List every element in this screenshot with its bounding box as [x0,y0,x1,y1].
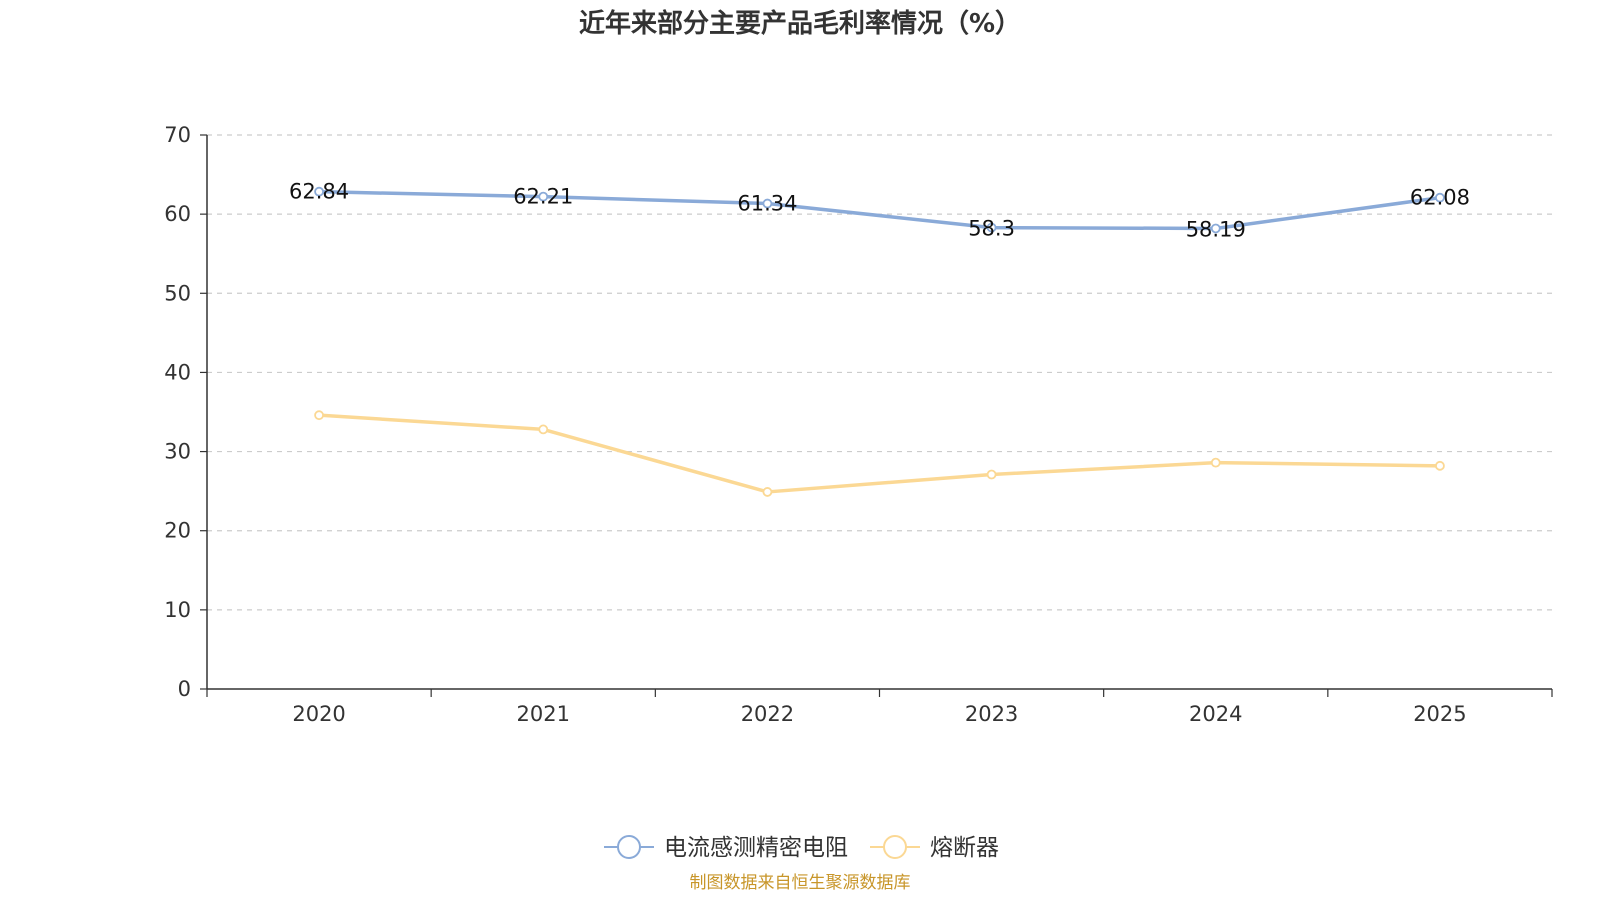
source-note: 制图数据来自恒生聚源数据库 [690,873,911,893]
data-point [1435,192,1445,203]
y-tick-label: 30 [164,440,191,464]
data-label: 58.19 [1186,217,1246,241]
data-point [986,469,997,480]
x-tick-label: 2021 [517,702,570,726]
y-tick-label: 70 [164,123,191,147]
data-point [1210,457,1221,468]
y-tick-label: 0 [178,677,191,701]
x-tick-label: 2025 [1413,702,1466,726]
series-layer: 62.84 62.21 61.34 58.3 58.19 62.08 [289,180,1470,497]
y-tick-label: 10 [164,598,191,622]
data-point [538,191,549,202]
data-point [1210,223,1221,234]
y-tick-label: 60 [164,202,191,226]
legend-item-1: 熔断器 [870,835,999,861]
data-label: 61.34 [737,192,797,216]
axes: 0 10 20 30 40 50 60 70 2020 2021 2022 2023 2024 2025 [164,123,1553,726]
data-point [538,424,549,435]
data-point [1435,460,1445,471]
legend-label: 电流感测精密电阻 [664,835,848,861]
grid-lines [207,134,1552,611]
x-tick-label: 2023 [965,702,1018,726]
series-line [318,413,1440,494]
data-point [762,487,773,497]
legend-item-0: 电流感测精密电阻 [604,835,848,861]
data-point [986,222,997,233]
data-point [762,198,773,209]
data-label: 62.08 [1410,186,1470,210]
legend-marker [883,835,907,859]
y-tick-label: 40 [164,360,191,384]
x-tick-label: 2024 [1189,702,1242,726]
series-line [319,189,1441,231]
series-0: 62.84 62.21 61.34 58.3 58.19 62.08 [289,180,1470,242]
data-label: 62.84 [289,180,349,204]
series-1 [314,410,1445,497]
legend-marker [617,835,641,859]
data-point [314,410,324,421]
legend: 电流感测精密电阻 熔断器 [604,835,999,861]
y-tick-label: 50 [164,281,191,305]
data-label: 58.3 [968,217,1015,241]
data-label: 62.21 [513,185,573,209]
x-tick-label: 2022 [741,702,794,726]
data-point [314,186,324,197]
chart-title: 近年来部分主要产品毛利率情况（%） [579,8,1021,39]
x-tick-label: 2020 [292,702,345,726]
legend-label: 熔断器 [930,835,999,861]
y-tick-label: 20 [164,519,191,543]
